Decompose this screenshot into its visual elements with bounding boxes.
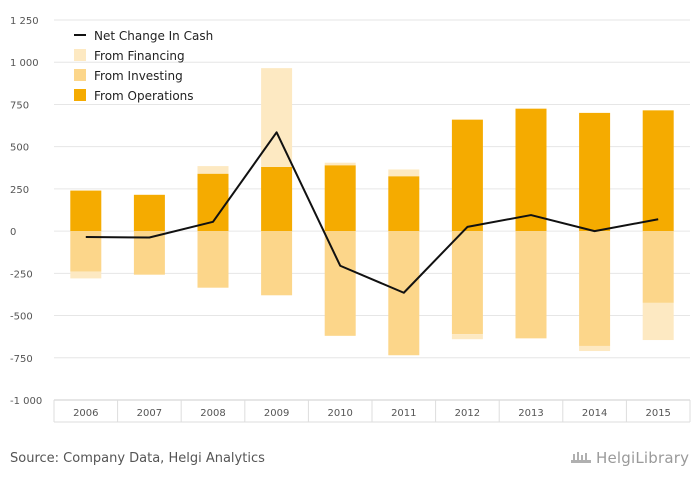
bar-from-operations	[324, 165, 356, 232]
y-axis: -1 000 -750 -500 -250 0 250 500 750 1 000 1 250	[10, 16, 42, 407]
bar-from-financing	[197, 166, 229, 174]
brand-name: HelgiLibrary	[596, 449, 690, 467]
brand-logo: HelgiLibrary	[570, 449, 689, 467]
source-note: Source: Company Data, Helgi Analytics	[10, 451, 265, 466]
x-tick-label: 2006	[73, 408, 98, 419]
x-tick-label: 2010	[327, 408, 352, 419]
y-tick-label: 250	[10, 185, 29, 196]
bar-from-financing	[642, 302, 674, 341]
bar-from-financing	[579, 345, 611, 352]
legend-label: Net Change In Cash	[94, 29, 213, 43]
x-tick-label: 2013	[518, 408, 543, 419]
x-tick-label: 2009	[264, 408, 289, 419]
legend-label: From Operations	[94, 89, 194, 103]
bar-from-financing	[451, 334, 483, 340]
line-net-change-in-cash	[85, 131, 659, 294]
y-tick-label: -250	[10, 269, 33, 280]
y-tick-label: 1 000	[10, 58, 39, 69]
bar-from-operations	[70, 190, 102, 232]
net-change-line	[85, 131, 659, 294]
y-tick-label: 1 250	[10, 16, 39, 27]
bar-from-financing	[324, 162, 356, 166]
bar-from-operations	[579, 112, 611, 232]
bar-from-operations	[388, 176, 420, 232]
bar-from-financing	[261, 68, 293, 167]
legend-swatch	[74, 69, 86, 81]
y-tick-label: 750	[10, 100, 29, 111]
legend-label: From Investing	[94, 69, 183, 83]
x-tick-label: 2012	[455, 408, 480, 419]
bar-from-operations	[515, 108, 547, 232]
bar-from-investing	[579, 231, 611, 346]
y-tick-label: -1 000	[10, 396, 42, 407]
y-tick-label: 0	[10, 227, 16, 238]
bar-from-investing	[261, 231, 293, 296]
x-tick-label: 2014	[582, 408, 607, 419]
bar-from-investing	[515, 231, 547, 339]
legend-swatch	[74, 49, 86, 61]
x-tick-label: 2011	[391, 408, 416, 419]
bar-from-financing	[70, 271, 102, 279]
bar-from-operations	[133, 194, 165, 232]
bar-from-operations	[451, 119, 483, 232]
bar-from-operations	[261, 166, 293, 232]
bar-from-operations	[642, 110, 674, 232]
y-tick-label: 500	[10, 143, 29, 154]
legend: Net Change In Cash From Financing From Inv…	[74, 29, 213, 103]
y-tick-label: -500	[10, 312, 33, 323]
bar-from-investing	[451, 231, 483, 335]
legend-swatch	[74, 89, 86, 101]
bar-from-investing	[197, 231, 229, 288]
bar-from-investing	[324, 231, 356, 336]
bar-from-investing	[642, 231, 674, 303]
legend-label: From Financing	[94, 49, 185, 63]
cash-flow-chart: -1 000 -750 -500 -250 0 250 500 750 1 000 1 250 2…	[10, 16, 691, 423]
y-tick-label: -750	[10, 354, 33, 365]
library-icon	[571, 452, 591, 463]
x-tick-label: 2007	[137, 408, 162, 419]
x-tick-label: 2015	[645, 408, 670, 419]
bars	[70, 68, 674, 356]
bar-from-financing	[388, 169, 420, 177]
x-axis: 2006 2007 2008 2009 2010 2011 2012 2013 2014 2015	[53, 399, 691, 423]
x-tick-label: 2008	[200, 408, 225, 419]
